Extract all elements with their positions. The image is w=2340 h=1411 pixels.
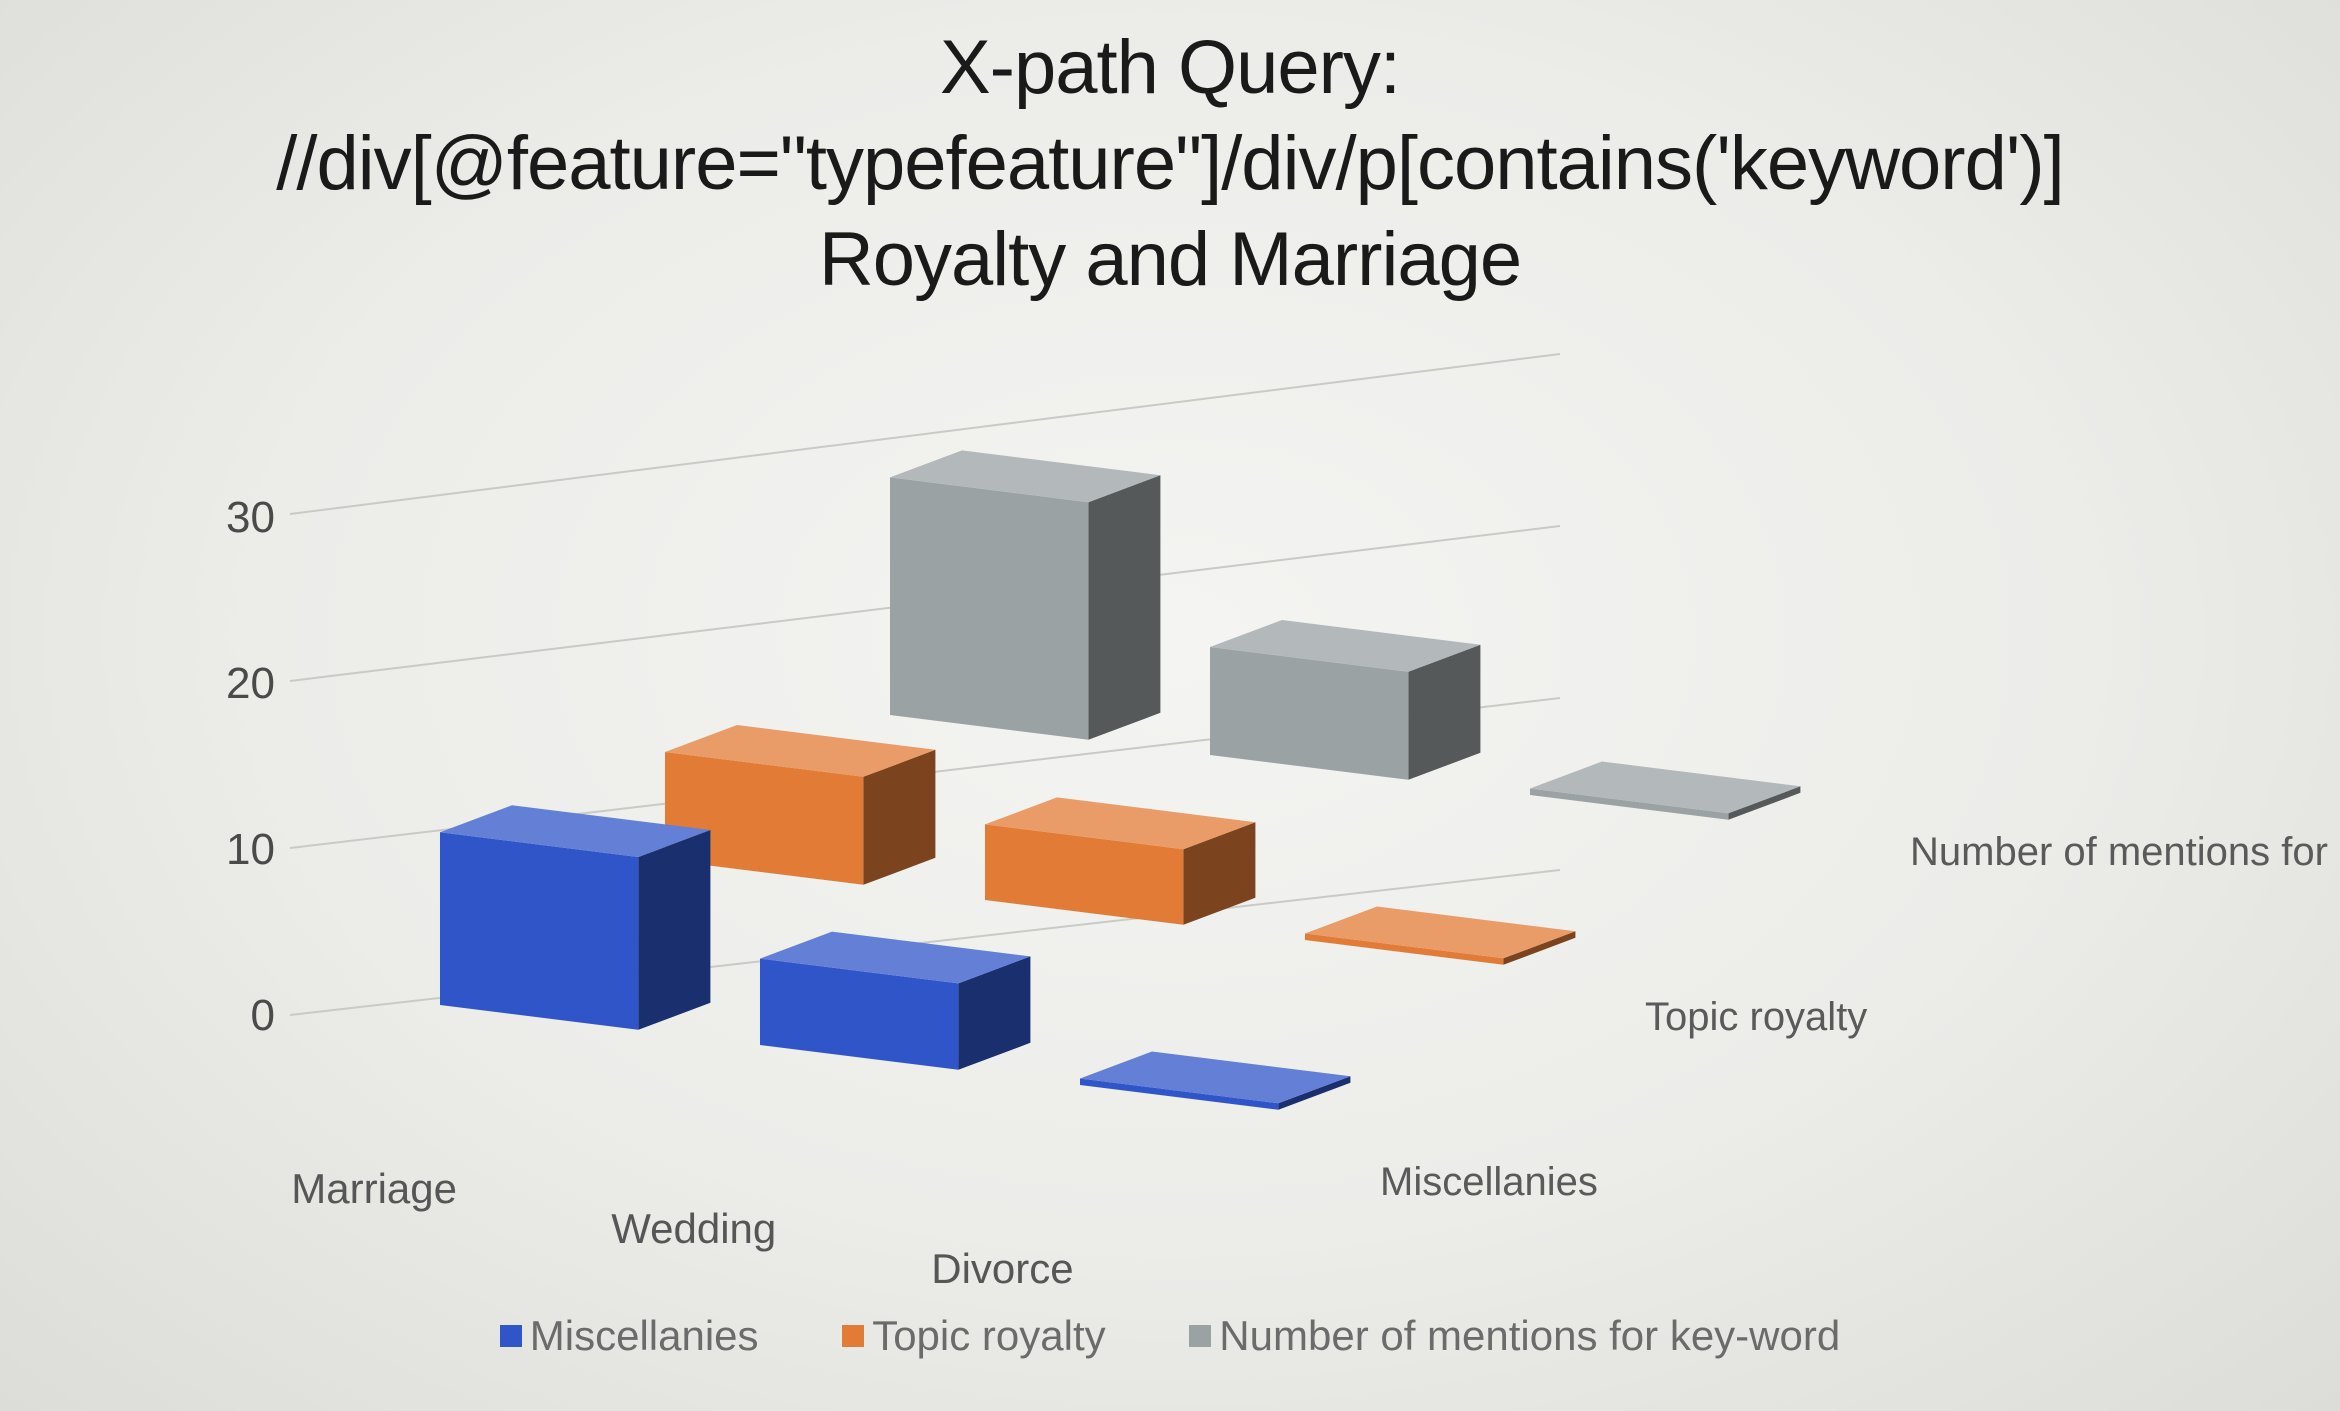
bar-front	[1080, 1078, 1279, 1110]
bar-front	[665, 752, 864, 885]
bar-side	[1503, 931, 1576, 965]
bar-top	[1530, 761, 1801, 814]
bar-side	[1728, 786, 1801, 820]
legend-item-mentions: Number of mentions for key-word	[1189, 1309, 1840, 1360]
bar-top	[440, 805, 711, 857]
bar-front	[1530, 788, 1729, 820]
bar-wedding-miscellanies	[760, 931, 1031, 1070]
legend-label: Miscellanies	[529, 1312, 759, 1360]
legend-label: Topic royalty	[872, 1312, 1106, 1360]
bar-top	[665, 725, 936, 777]
bar-front	[1210, 647, 1409, 780]
bar-marriage-miscellanies	[440, 805, 711, 1030]
title-line-1: X-path Query:	[939, 25, 1401, 110]
bar-wedding-topic-royalty	[985, 797, 1256, 925]
legend-swatch	[1189, 1325, 1212, 1348]
bar-side	[638, 830, 711, 1030]
bar-front	[890, 477, 1089, 740]
bar-top	[1210, 620, 1481, 672]
chart-title: X-path Query: //div[@feature="typefeatur…	[0, 20, 2340, 308]
legend-swatch	[842, 1325, 865, 1348]
bar-front	[760, 958, 959, 1070]
y-tick-label: 30	[226, 493, 275, 542]
y-tick-label: 20	[226, 659, 275, 708]
legend-item-miscellanies: Miscellanies	[499, 1309, 759, 1360]
legend-item-topic-royalty: Topic royalty	[842, 1309, 1106, 1360]
bar-divorce-number-of-mentions-for-key-word	[1530, 761, 1801, 820]
bar-side	[1088, 475, 1161, 740]
bar-marriage-topic-royalty	[665, 725, 936, 885]
bar-side	[1183, 822, 1256, 925]
legend-swatch	[499, 1325, 522, 1348]
bar-front	[1305, 933, 1504, 965]
bar-side	[1278, 1076, 1351, 1110]
series-axis-label: Number of mentions for key-word	[1910, 830, 2340, 874]
bar-divorce-topic-royalty	[1305, 906, 1576, 965]
title-line-2: //div[@feature="typefeature"]/div/p[cont…	[276, 121, 2065, 206]
gridline	[289, 353, 1561, 515]
bar-top	[985, 797, 1256, 850]
bar-front	[985, 824, 1184, 925]
bar-top	[1305, 906, 1576, 959]
series-axis-label: Miscellanies	[1380, 1160, 1598, 1204]
bar-divorce-miscellanies	[1080, 1051, 1351, 1110]
category-label: Wedding	[611, 1205, 776, 1252]
bar-top	[890, 450, 1161, 503]
bar-marriage-number-of-mentions-for-key-word	[890, 450, 1161, 740]
bar-side	[958, 956, 1031, 1070]
category-label: Divorce	[931, 1245, 1073, 1292]
series-axis-label: Topic royalty	[1645, 995, 1867, 1039]
bar-front	[440, 832, 639, 1030]
category-label: Marriage	[291, 1165, 457, 1212]
legend-label: Number of mentions for key-word	[1219, 1312, 1841, 1360]
y-tick-label: 10	[226, 825, 275, 874]
chart-legend: Miscellanies Topic royalty Number of men…	[0, 1308, 2340, 1360]
bar-top	[760, 931, 1031, 984]
title-line-3: Royalty and Marriage	[818, 217, 1522, 302]
bar-side	[863, 749, 936, 885]
bar-wedding-number-of-mentions-for-key-word	[1210, 620, 1481, 780]
bar-top	[1080, 1051, 1351, 1104]
bar-side	[1408, 644, 1481, 780]
y-tick-label: 0	[251, 991, 275, 1040]
